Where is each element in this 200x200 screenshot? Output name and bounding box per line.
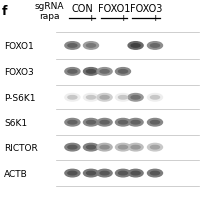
Ellipse shape bbox=[116, 169, 130, 177]
Ellipse shape bbox=[100, 171, 109, 175]
Ellipse shape bbox=[86, 171, 96, 175]
Ellipse shape bbox=[97, 119, 112, 126]
Ellipse shape bbox=[68, 171, 77, 175]
Ellipse shape bbox=[148, 144, 162, 151]
Ellipse shape bbox=[86, 44, 96, 48]
Text: ACTB: ACTB bbox=[4, 169, 28, 178]
Ellipse shape bbox=[84, 42, 98, 50]
Ellipse shape bbox=[118, 171, 128, 175]
Ellipse shape bbox=[86, 96, 96, 100]
Ellipse shape bbox=[131, 146, 140, 149]
Ellipse shape bbox=[100, 96, 109, 100]
Text: S6K1: S6K1 bbox=[4, 118, 27, 127]
Ellipse shape bbox=[148, 119, 162, 126]
Ellipse shape bbox=[65, 169, 80, 177]
Text: FOXO1: FOXO1 bbox=[98, 4, 130, 13]
Text: -: - bbox=[103, 14, 106, 23]
Ellipse shape bbox=[100, 146, 109, 149]
Text: FOXO1: FOXO1 bbox=[4, 42, 34, 51]
Ellipse shape bbox=[68, 121, 77, 124]
Ellipse shape bbox=[128, 42, 143, 50]
Ellipse shape bbox=[151, 171, 160, 175]
Ellipse shape bbox=[151, 44, 160, 48]
Ellipse shape bbox=[84, 144, 98, 151]
Ellipse shape bbox=[65, 144, 80, 151]
Ellipse shape bbox=[131, 121, 140, 124]
Text: sgRNA: sgRNA bbox=[35, 2, 64, 11]
Ellipse shape bbox=[65, 42, 80, 50]
Ellipse shape bbox=[86, 70, 96, 74]
Ellipse shape bbox=[116, 119, 130, 126]
Text: rapa: rapa bbox=[39, 12, 60, 21]
Ellipse shape bbox=[84, 119, 98, 126]
Ellipse shape bbox=[128, 144, 143, 151]
Ellipse shape bbox=[84, 169, 98, 177]
Text: +: + bbox=[87, 14, 95, 23]
Ellipse shape bbox=[86, 146, 96, 149]
Ellipse shape bbox=[148, 169, 162, 177]
Ellipse shape bbox=[118, 121, 128, 124]
Ellipse shape bbox=[131, 171, 140, 175]
Text: CON: CON bbox=[71, 4, 93, 13]
Text: -: - bbox=[71, 14, 74, 23]
Ellipse shape bbox=[100, 121, 109, 124]
Ellipse shape bbox=[84, 68, 98, 76]
Ellipse shape bbox=[68, 96, 77, 100]
Text: FOXO3: FOXO3 bbox=[130, 4, 162, 13]
Ellipse shape bbox=[97, 68, 112, 76]
Text: FOXO3: FOXO3 bbox=[4, 68, 34, 76]
Ellipse shape bbox=[131, 96, 140, 100]
Text: -: - bbox=[134, 14, 137, 23]
Ellipse shape bbox=[148, 42, 162, 50]
Ellipse shape bbox=[128, 119, 143, 126]
Ellipse shape bbox=[148, 94, 162, 102]
Ellipse shape bbox=[86, 121, 96, 124]
Text: +: + bbox=[151, 14, 159, 23]
Ellipse shape bbox=[97, 94, 112, 102]
Text: +: + bbox=[119, 14, 127, 23]
Ellipse shape bbox=[151, 96, 160, 100]
Ellipse shape bbox=[68, 70, 77, 74]
Ellipse shape bbox=[128, 169, 143, 177]
Ellipse shape bbox=[118, 146, 128, 149]
Ellipse shape bbox=[65, 94, 80, 102]
Ellipse shape bbox=[84, 94, 98, 102]
Text: P-S6K1: P-S6K1 bbox=[4, 93, 36, 102]
Ellipse shape bbox=[65, 68, 80, 76]
Ellipse shape bbox=[68, 146, 77, 149]
Ellipse shape bbox=[97, 169, 112, 177]
Text: RICTOR: RICTOR bbox=[4, 143, 38, 152]
Ellipse shape bbox=[68, 44, 77, 48]
Ellipse shape bbox=[65, 119, 80, 126]
Ellipse shape bbox=[118, 70, 128, 74]
Ellipse shape bbox=[128, 94, 143, 102]
Ellipse shape bbox=[97, 144, 112, 151]
Ellipse shape bbox=[116, 68, 130, 76]
Ellipse shape bbox=[151, 121, 160, 124]
Ellipse shape bbox=[116, 144, 130, 151]
Ellipse shape bbox=[151, 146, 160, 149]
Text: f: f bbox=[2, 5, 8, 17]
Ellipse shape bbox=[100, 70, 109, 74]
Ellipse shape bbox=[116, 94, 130, 102]
Ellipse shape bbox=[118, 96, 128, 100]
Ellipse shape bbox=[131, 44, 140, 48]
